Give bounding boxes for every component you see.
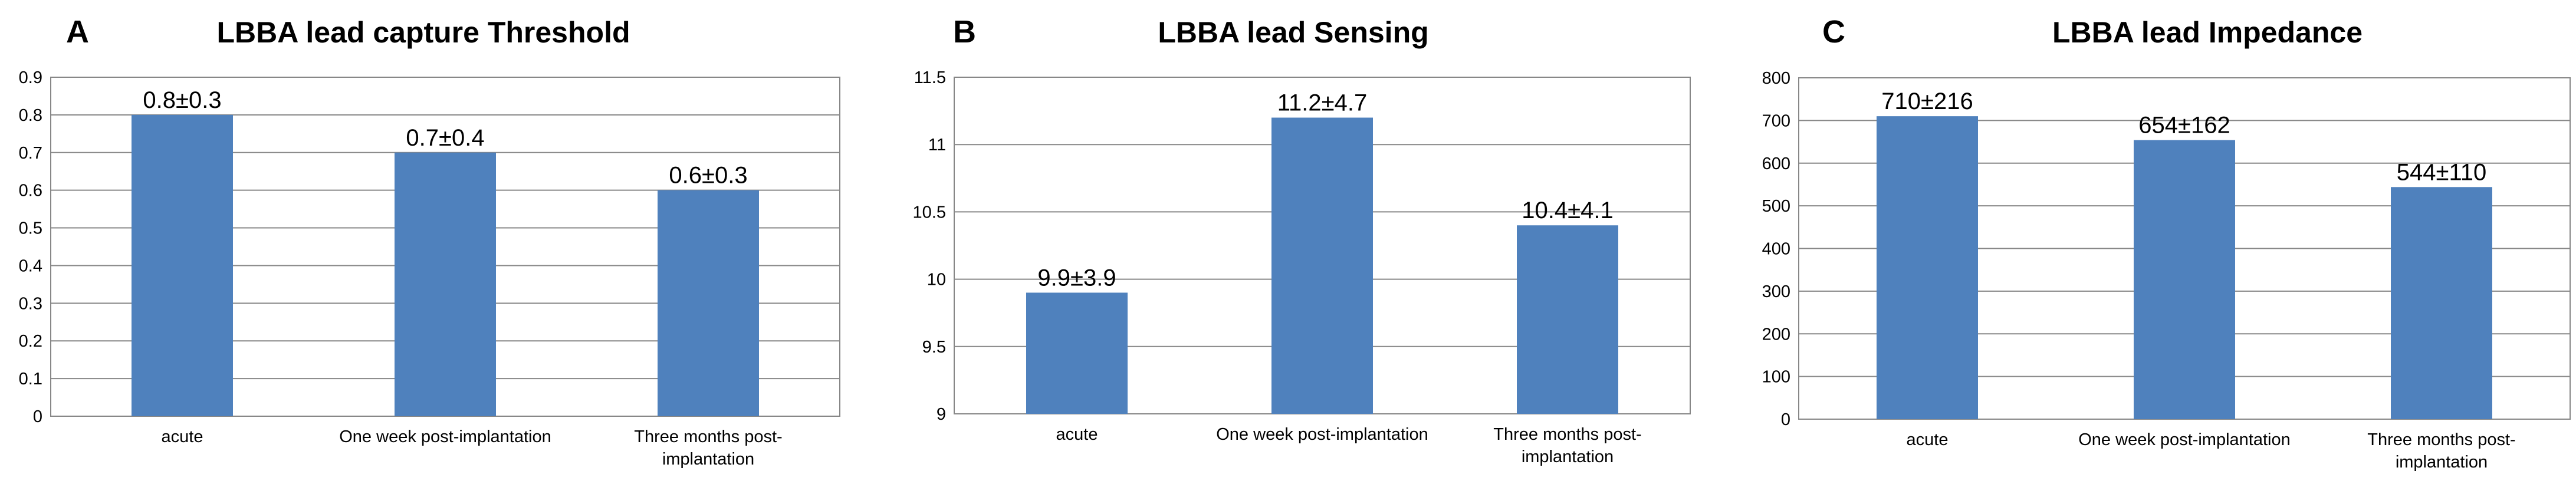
bar [2134, 140, 2235, 420]
y-tick-label: 0.5 [19, 219, 42, 238]
data-label: 654±162 [2138, 113, 2230, 139]
data-label: 710±216 [1881, 88, 1973, 114]
chart-panel-b: B LBBA lead Sensing 9 9.5 10 10.5 11 11.5 9.9±3.… [913, 14, 1691, 466]
y-tick-label: 9 [937, 405, 946, 424]
y-tick-label: 400 [1762, 240, 1790, 259]
chart-panel-c: C LBBA lead Impedance 0 100 200 300 400 500 600 7… [1762, 14, 2571, 472]
y-tick-label: 0 [1781, 410, 1790, 429]
bar [395, 152, 496, 416]
y-tick-label: 200 [1762, 325, 1790, 344]
chart-title: LBBA lead capture Threshold [216, 16, 630, 49]
category-label: Three months post-implantation [634, 427, 782, 469]
data-label: 10.4±4.1 [1522, 197, 1613, 223]
y-tick-label: 100 [1762, 368, 1790, 387]
category-label: acute [1056, 425, 1098, 444]
y-tick-label: 10 [927, 271, 946, 289]
data-label: 0.6±0.3 [669, 163, 747, 189]
category-label: acute [1907, 430, 1949, 449]
category-label: One week post-implantation [339, 427, 551, 446]
y-tick-label: 11 [928, 136, 946, 154]
panel-letter: B [953, 14, 976, 50]
y-tick-label: 600 [1762, 154, 1790, 173]
y-tick-label: 0.1 [19, 370, 42, 388]
y-tick-label: 0.8 [19, 106, 42, 125]
data-label: 0.7±0.4 [406, 125, 484, 151]
panel-letter: A [66, 14, 89, 50]
y-tick-label: 0.3 [19, 294, 42, 313]
y-tick-label: 9.5 [922, 338, 946, 357]
data-label: 9.9±3.9 [1037, 265, 1116, 291]
y-tick-label: 0.6 [19, 182, 42, 200]
y-tick-label: 300 [1762, 282, 1790, 301]
bar [1877, 116, 1978, 419]
bar [1026, 292, 1128, 414]
chart-title: LBBA lead Sensing [1158, 16, 1428, 49]
bar [1271, 117, 1373, 414]
data-label: 11.2±4.7 [1277, 90, 1367, 116]
panel-letter: C [1822, 14, 1845, 50]
bar [1517, 225, 1618, 414]
category-label: One week post-implantation [1216, 425, 1428, 444]
y-tick-label: 700 [1762, 111, 1790, 130]
y-tick-label: 500 [1762, 197, 1790, 216]
y-tick-label: 800 [1762, 69, 1790, 88]
data-label: 0.8±0.3 [143, 87, 221, 113]
y-tick-label: 0 [33, 407, 42, 426]
bar [2391, 187, 2492, 419]
chart-panel-a: A LBBA lead capture Threshold 0 0.1 0.2 0.3 0.… [19, 14, 840, 469]
category-label: acute [162, 427, 203, 446]
category-label: One week post-implantation [2078, 430, 2290, 449]
y-tick-label: 10.5 [913, 203, 946, 222]
y-tick-label: 0.9 [19, 68, 42, 87]
bar [132, 114, 233, 416]
chart-title: LBBA lead Impedance [2052, 16, 2363, 49]
data-label: 544±110 [2397, 159, 2486, 185]
y-tick-label: 11.5 [914, 68, 946, 87]
y-tick-label: 0.7 [19, 144, 42, 163]
category-label: Three months post-implantation [1493, 425, 1641, 466]
y-tick-label: 0.2 [19, 332, 42, 351]
category-label: Three months post-implantation [2367, 430, 2515, 472]
y-tick-label: 0.4 [19, 256, 42, 275]
bar [658, 190, 759, 416]
